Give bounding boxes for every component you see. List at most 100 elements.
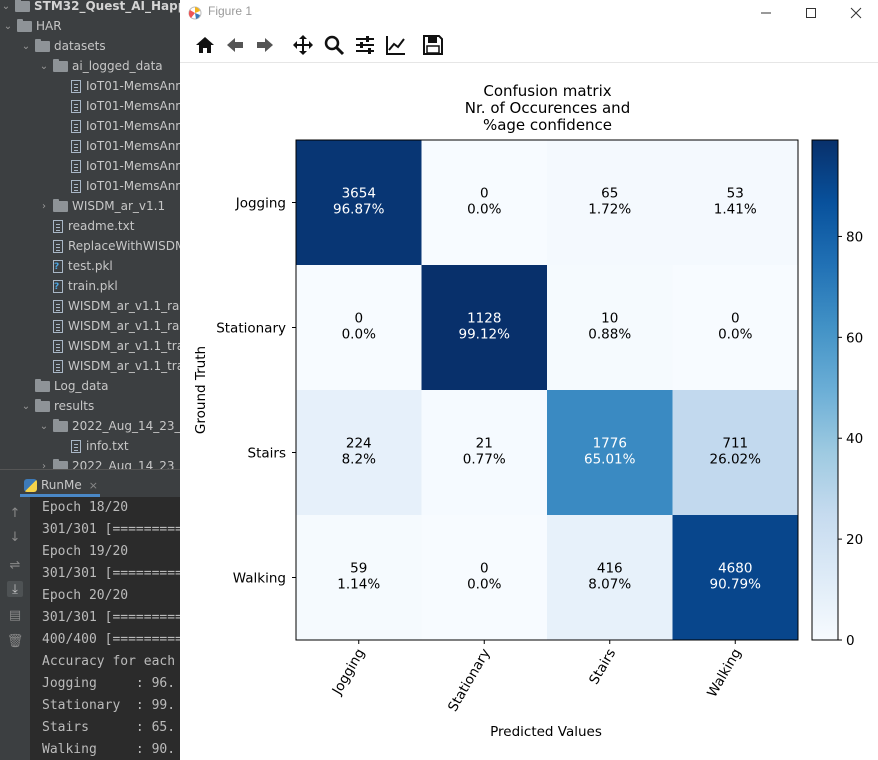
back-button[interactable] xyxy=(222,33,248,57)
arrow-up-icon[interactable]: ↑ xyxy=(9,505,21,521)
forward-button[interactable] xyxy=(252,33,278,57)
tree-item[interactable]: IoT01-MemsAnn_ xyxy=(56,176,180,196)
cell-percent-label: 65.01% xyxy=(584,452,636,468)
chevron-right-icon[interactable]: › xyxy=(42,200,46,212)
cell-percent-label: 0.0% xyxy=(467,202,501,218)
matplotlib-icon xyxy=(188,6,202,20)
tree-item-label: IoT01-MemsAnn_ xyxy=(86,79,180,93)
cell-percent-label: 8.07% xyxy=(588,577,631,593)
cell-percent-label: 99.12% xyxy=(459,327,511,343)
cell-percent-label: 1.14% xyxy=(337,577,380,593)
console-line: Stationary : 99. xyxy=(42,698,176,713)
tree-item[interactable]: › WISDM_ar_v1.1 xyxy=(38,196,165,216)
trash-icon[interactable]: 🗑 xyxy=(6,633,24,649)
tree-item[interactable]: WISDM_ar_v1.1_tran xyxy=(38,336,180,356)
chevron-spacer xyxy=(38,360,50,372)
tree-item[interactable]: › 2022_Aug_14_23_41 xyxy=(38,456,180,469)
tree-item-label: info.txt xyxy=(86,439,129,453)
subplots-icon xyxy=(356,36,374,54)
chevron-spacer xyxy=(38,260,50,272)
close-icon xyxy=(850,7,862,19)
text-file-icon xyxy=(71,79,81,93)
chevron-spacer xyxy=(38,220,50,232)
chevron-down-icon[interactable]: ⌄ xyxy=(39,60,49,72)
folder-icon xyxy=(53,198,68,212)
tree-item[interactable]: WISDM_ar_v1.1_tran xyxy=(38,356,180,376)
chevron-down-icon[interactable]: ⌄ xyxy=(21,40,31,52)
chevron-down-icon[interactable]: ⌄ xyxy=(21,400,31,412)
close-button[interactable] xyxy=(841,3,871,23)
folder-icon xyxy=(53,58,68,72)
cell-percent-label: 1.72% xyxy=(588,202,631,218)
cell-percent-label: 26.02% xyxy=(710,452,762,468)
zoom-button[interactable] xyxy=(321,33,347,57)
tree-item[interactable]: ⌄ ai_logged_data xyxy=(38,56,163,76)
arrow-down-icon[interactable]: ↓ xyxy=(9,529,21,545)
subplots-button[interactable] xyxy=(352,33,378,57)
tree-item[interactable]: IoT01-MemsAnn_ xyxy=(56,156,180,176)
folder-icon xyxy=(53,418,68,432)
tree-item[interactable]: ⌄ datasets xyxy=(20,36,106,56)
maximize-button[interactable] xyxy=(796,3,826,23)
tree-item[interactable]: ? train.pkl xyxy=(38,276,118,296)
run-tab[interactable]: RunMe × xyxy=(24,474,98,496)
matrix-cell xyxy=(296,390,422,516)
tree-item[interactable]: ? test.pkl xyxy=(38,256,113,276)
chevron-spacer xyxy=(56,440,68,452)
pan-button[interactable] xyxy=(290,33,316,57)
plot-frame xyxy=(295,139,799,641)
tree-item[interactable]: ⌄ 2022_Aug_14_23_13 xyxy=(38,416,180,436)
cell-percent-label: 8.2% xyxy=(342,452,376,468)
folder-icon xyxy=(35,378,50,392)
cell-count-label: 711 xyxy=(722,436,748,452)
chevron-spacer xyxy=(56,80,68,92)
soft-wrap-icon[interactable]: ⇌ xyxy=(9,557,21,573)
tree-item[interactable]: WISDM_ar_v1.1_raw_ xyxy=(38,316,180,336)
tree-item[interactable]: IoT01-MemsAnn_ xyxy=(56,96,180,116)
project-tree-panel: ⌄ STM32_Quest_AI_Happy_202 ⌄ HAR ⌄ datasets… xyxy=(0,0,180,469)
text-file-icon xyxy=(53,239,63,253)
tree-item[interactable]: ReplaceWithWISDM xyxy=(38,236,180,256)
chevron-spacer xyxy=(38,340,50,352)
tree-item[interactable]: WISDM_ar_v1.1_raw. xyxy=(38,296,180,316)
tree-item[interactable]: info.txt xyxy=(56,436,129,456)
tab-underline xyxy=(20,494,100,497)
tree-item[interactable]: IoT01-MemsAnn_ xyxy=(56,136,180,156)
save-button[interactable] xyxy=(420,33,446,57)
chevron-right-icon[interactable]: › xyxy=(42,460,46,470)
tree-item[interactable]: IoT01-MemsAnn_ xyxy=(56,76,180,96)
cell-percent-label: 1.41% xyxy=(714,202,757,218)
tree-item[interactable]: IoT01-MemsAnn_ xyxy=(56,116,180,136)
chevron-down-icon[interactable]: ⌄ xyxy=(3,20,13,32)
run-side-toolbar: ↑ ↓ ⇌ ⤓ ▤ 🗑 xyxy=(0,497,30,760)
scroll-to-end-icon[interactable]: ⤓ xyxy=(7,581,23,597)
tree-item[interactable]: ⌄ HAR xyxy=(2,16,62,36)
colorbar-tick-label: 20 xyxy=(846,532,863,548)
project-root[interactable]: ⌄ STM32_Quest_AI_Happy_202 xyxy=(0,0,180,16)
tree-item[interactable]: Log_data xyxy=(20,376,108,396)
home-button[interactable] xyxy=(192,33,218,57)
cell-count-label: 65 xyxy=(601,186,618,202)
tree-item[interactable]: ⌄ results xyxy=(20,396,94,416)
tree-item[interactable]: readme.txt xyxy=(38,216,134,236)
x-tick-label: Walking xyxy=(704,646,744,700)
cell-percent-label: 0.88% xyxy=(588,327,631,343)
pickle-file-icon: ? xyxy=(53,259,63,273)
chevron-down-icon[interactable]: ⌄ xyxy=(39,420,49,432)
edit-axis-button[interactable] xyxy=(383,33,409,57)
matrix-cell xyxy=(547,140,673,266)
folder-icon xyxy=(15,0,30,12)
close-icon[interactable]: × xyxy=(88,478,98,492)
print-icon[interactable]: ▤ xyxy=(8,607,22,623)
minimize-button[interactable] xyxy=(751,3,781,23)
tree-item-label: IoT01-MemsAnn_ xyxy=(86,179,180,193)
cell-percent-label: 0.0% xyxy=(342,327,376,343)
figure-window: Figure 1 xyxy=(180,0,878,760)
tree-item-label: WISDM_ar_v1.1 xyxy=(72,199,166,213)
console-line: 301/301 [========= xyxy=(42,566,180,581)
window-titlebar[interactable]: Figure 1 xyxy=(180,0,878,27)
console-output[interactable]: Epoch 18/20 301/301 [========= Epoch 19/20… xyxy=(30,497,180,760)
y-tick-label: Stationary xyxy=(216,321,286,337)
cell-count-label: 0 xyxy=(731,311,740,327)
minimize-icon xyxy=(761,12,771,14)
